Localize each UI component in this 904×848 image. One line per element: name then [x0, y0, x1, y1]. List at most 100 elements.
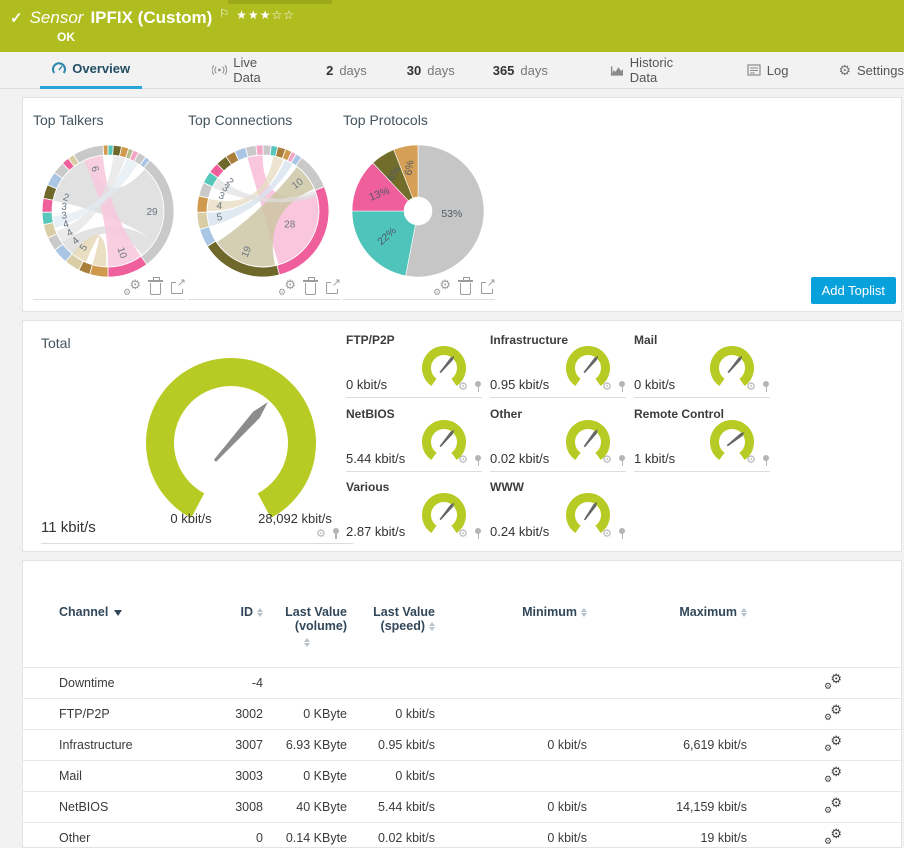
gauge-settings-icon[interactable]: ⚙: [602, 454, 612, 466]
pin-icon[interactable]: [474, 381, 482, 392]
tab-365-days[interactable]: 365 days: [492, 62, 548, 78]
cell: 0.14 KByte: [263, 822, 347, 848]
svg-text:3: 3: [220, 182, 231, 195]
sensor-kind-label: Sensor: [29, 8, 84, 27]
cell: [587, 760, 747, 792]
gauge-cell-other: Other 0.02 kbit/s ⚙: [490, 407, 626, 473]
channel-settings-gear-icon[interactable]: ⚙ ⚙: [824, 763, 842, 784]
historic-data-icon: [610, 65, 623, 76]
pin-icon[interactable]: [332, 528, 340, 539]
col-header-last-value-speed[interactable]: Last Value (speed): [373, 605, 435, 633]
col-header-last-value-volume[interactable]: Last Value (volume): [263, 601, 347, 668]
gauge-min-label: 0 kbit/s: [170, 511, 212, 526]
cell: 0: [203, 822, 263, 848]
tab-settings[interactable]: ⚙ Settings: [838, 52, 904, 89]
gauge-cell-various: Various 2.87 kbit/s ⚙: [346, 480, 482, 546]
cell: 0 kbit/s: [435, 729, 587, 761]
tab-live-data[interactable]: Live Data: [212, 52, 284, 89]
channel-settings-gear-icon[interactable]: ⚙ ⚙: [824, 825, 842, 846]
flag-icon[interactable]: ⚐: [219, 8, 230, 20]
cell: [263, 667, 347, 699]
gauge-settings-icon[interactable]: ⚙: [458, 380, 468, 393]
channel-settings-gear-icon[interactable]: ⚙ ⚙: [824, 701, 842, 722]
toplist-top-connections: Top Connections 10 28 19 5 4 3 3 2 ⚙ ⚙: [188, 98, 341, 308]
sort-icon: [429, 622, 435, 632]
channel-gauge-chart: [710, 346, 754, 387]
cell: FTP/P2P: [23, 698, 203, 730]
open-external-icon[interactable]: [326, 275, 341, 294]
divider: [346, 470, 482, 472]
cell: 14,159 kbit/s: [587, 791, 747, 823]
tab-overview[interactable]: Overview: [40, 52, 143, 89]
sort-desc-icon: [114, 609, 123, 616]
divider: [188, 299, 340, 300]
cell: 3002: [203, 698, 263, 730]
tab-historic-data[interactable]: Historic Data: [610, 52, 699, 89]
channel-settings-gear-icon[interactable]: ⚙ ⚙: [824, 670, 842, 691]
pin-icon[interactable]: [618, 454, 626, 466]
channel-settings-gear-icon[interactable]: ⚙ ⚙: [824, 732, 842, 753]
pin-icon[interactable]: [762, 454, 770, 466]
gauge-settings-icon[interactable]: ⚙: [458, 454, 468, 466]
cell: [435, 667, 587, 699]
delete-icon[interactable]: [148, 277, 163, 295]
pin-icon[interactable]: [618, 528, 626, 539]
gauge-channel-name: Remote Control: [634, 406, 724, 421]
delete-icon[interactable]: [303, 277, 318, 295]
col-header-maximum[interactable]: Maximum: [587, 601, 747, 668]
col-header-minimum[interactable]: Minimum: [435, 601, 587, 668]
toplist-settings-icon[interactable]: ⚙ ⚙: [123, 276, 141, 297]
channel-table-panel: Channel ID Last Value (volume) Last Value…: [22, 560, 903, 848]
svg-text:2: 2: [62, 192, 71, 204]
gauge-settings-icon[interactable]: ⚙: [602, 527, 612, 540]
cell: 3003: [203, 760, 263, 792]
col-header-channel[interactable]: Channel: [23, 601, 203, 668]
channel-gauge-chart: [566, 493, 610, 534]
svg-text:28: 28: [284, 219, 296, 230]
toplist-settings-icon[interactable]: ⚙ ⚙: [278, 276, 296, 297]
gauge-channel-name: NetBIOS: [346, 406, 395, 421]
gauge-settings-icon[interactable]: ⚙: [458, 527, 468, 540]
tab-2-days[interactable]: 2 days: [326, 62, 367, 78]
channel-settings-gear-icon[interactable]: ⚙ ⚙: [824, 794, 842, 815]
table-row-ftp-p2p: FTP/P2P 3002 0 KByte 0 kbit/s ⚙ ⚙: [23, 698, 903, 730]
sensor-name: IPFIX (Custom): [90, 8, 213, 27]
svg-text:3: 3: [61, 210, 68, 222]
header-accent-strip: [228, 0, 332, 4]
col-header-id[interactable]: ID: [203, 601, 263, 668]
gauge-settings-icon[interactable]: ⚙: [316, 527, 326, 540]
open-external-icon[interactable]: [481, 275, 496, 294]
add-toplist-button[interactable]: Add Toplist: [810, 277, 896, 304]
top-protocols-pie-chart[interactable]: 53%22%13%6% 6%: [343, 136, 493, 286]
cell: 3007: [203, 729, 263, 761]
delete-icon[interactable]: [458, 277, 473, 295]
toplist-title: Top Talkers: [33, 112, 104, 128]
svg-text:53%: 53%: [441, 208, 462, 220]
total-gauge-value: 11 kbit/s: [41, 519, 96, 536]
sort-icon: [257, 608, 263, 618]
tab-overview-label: Overview: [72, 61, 131, 76]
toplist-title: Top Connections: [188, 112, 293, 128]
gauge-settings-icon[interactable]: ⚙: [746, 380, 756, 393]
gauge-channel-name: WWW: [490, 480, 524, 494]
pin-icon[interactable]: [762, 381, 770, 392]
priority-stars[interactable]: ★★★☆☆: [236, 8, 295, 22]
toplist-settings-icon[interactable]: ⚙ ⚙: [433, 276, 451, 297]
svg-text:4: 4: [216, 201, 223, 213]
channel-gauge-chart: [566, 346, 610, 387]
pin-icon[interactable]: [474, 528, 482, 539]
channel-gauge-chart: [422, 346, 466, 387]
channel-gauge-chart: [710, 419, 754, 460]
tab-log[interactable]: Log: [747, 52, 788, 89]
sort-icon: [581, 608, 587, 618]
gauge-settings-icon[interactable]: ⚙: [746, 454, 756, 466]
gauge-settings-icon[interactable]: ⚙: [602, 380, 612, 393]
pin-icon[interactable]: [618, 381, 626, 392]
svg-text:6%: 6%: [403, 159, 417, 176]
tab-30-days[interactable]: 30 days: [406, 62, 455, 78]
pin-icon[interactable]: [474, 454, 482, 466]
open-external-icon[interactable]: [171, 275, 186, 294]
gauge-value: 0.02 kbit/s: [490, 450, 550, 466]
